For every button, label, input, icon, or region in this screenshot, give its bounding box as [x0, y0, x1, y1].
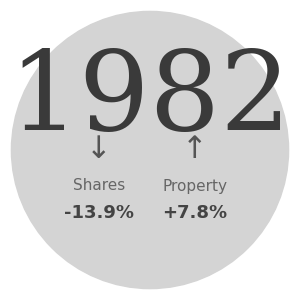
Text: ↓: ↓ — [86, 136, 112, 164]
Text: -13.9%: -13.9% — [64, 204, 134, 222]
Text: 1982: 1982 — [9, 46, 291, 152]
Circle shape — [11, 11, 289, 289]
Text: Shares: Shares — [73, 178, 125, 194]
Text: Property: Property — [163, 178, 227, 194]
Text: +7.8%: +7.8% — [162, 204, 228, 222]
Text: ↑: ↑ — [182, 136, 208, 164]
